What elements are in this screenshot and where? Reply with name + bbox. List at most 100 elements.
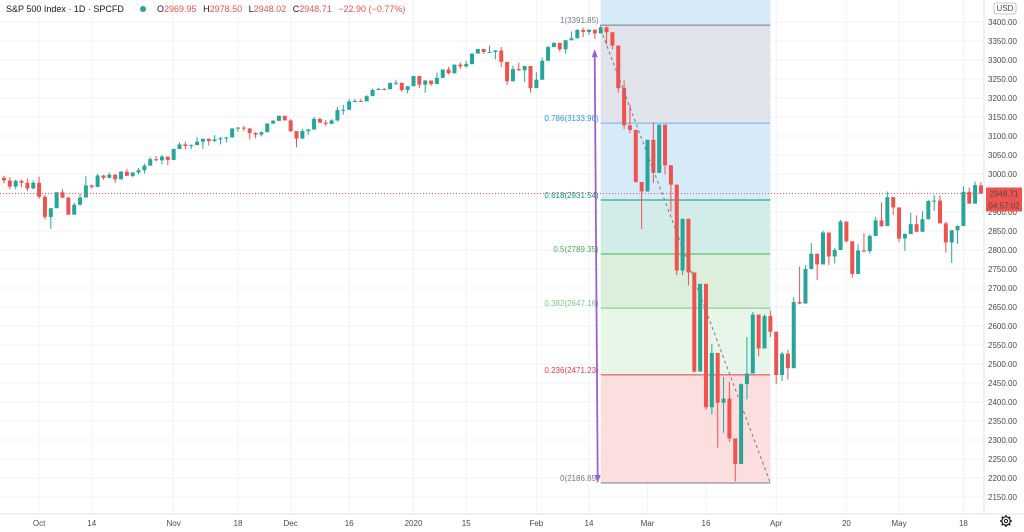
candle-body	[241, 127, 246, 129]
candle-body	[124, 171, 129, 176]
candle	[885, 191, 890, 227]
candle	[739, 383, 744, 464]
candle	[212, 135, 217, 143]
candle	[744, 337, 749, 400]
candle	[774, 331, 779, 385]
candle-body	[510, 69, 515, 82]
candle-body	[815, 253, 820, 265]
candle	[861, 233, 866, 253]
candle	[2, 175, 6, 184]
candle	[663, 124, 668, 175]
time-axis[interactable]: Oct 14 Nov 18 Dec 16 2020 15 Feb 14 Mar 16 Apr 20 May 1…	[0, 513, 1024, 532]
candle	[189, 144, 194, 150]
currency-badge[interactable]: USD	[993, 2, 1017, 15]
time-tick-label: Oct	[33, 519, 46, 528]
candle-body	[37, 182, 42, 197]
price-tick-label: 2550.00	[988, 341, 1017, 350]
fib-band	[600, 254, 771, 309]
low-label: L	[249, 4, 254, 14]
candle	[581, 27, 586, 38]
candle-body	[528, 66, 533, 89]
candle	[393, 80, 398, 86]
candle	[657, 124, 662, 173]
candle-body	[821, 232, 825, 265]
candle	[955, 225, 960, 244]
candle-body	[551, 42, 556, 48]
candle	[879, 202, 884, 227]
candle-body	[265, 123, 270, 133]
candle	[528, 66, 533, 93]
candle	[622, 80, 627, 130]
candle	[13, 179, 18, 190]
arrow-up-icon	[591, 49, 598, 58]
candle-body	[645, 139, 650, 192]
price-tick-label: 2250.00	[988, 455, 1017, 464]
fibonacci-retracement[interactable]: 1(3391.85) 0.786(3133.98) 0.618(2931.54) 0.…	[544, 0, 771, 484]
fib-level-label: 1(3391.85)	[560, 16, 599, 25]
candle-body	[938, 200, 942, 224]
candle-body	[879, 220, 884, 227]
price-tick-label: 2350.00	[988, 417, 1017, 426]
candle-body	[329, 120, 334, 124]
high-value: 2978.50	[210, 4, 243, 14]
candle	[645, 139, 650, 192]
price-tick-label: 2850.00	[988, 227, 1017, 236]
candle	[101, 174, 106, 180]
candle-body	[358, 101, 363, 103]
candle	[25, 178, 30, 192]
fib-level-label: 0.786(3133.98)	[544, 114, 599, 123]
candle	[48, 207, 53, 229]
candle	[908, 212, 913, 235]
candle	[493, 50, 498, 60]
candle	[481, 48, 486, 54]
candle	[867, 234, 872, 254]
price-tick-label: 3250.00	[988, 75, 1017, 84]
candle-body	[680, 218, 685, 271]
candle-body	[850, 241, 855, 274]
candle-body	[218, 138, 223, 140]
candle	[727, 381, 732, 442]
time-tick-label: 16	[345, 519, 354, 528]
time-tick-label: 18	[234, 519, 243, 528]
candle-body	[961, 191, 966, 227]
candle	[803, 265, 808, 304]
candle-body	[908, 224, 913, 235]
candle	[78, 193, 83, 206]
gear-icon[interactable]	[1000, 515, 1012, 527]
price-tick-label: 3400.00	[988, 18, 1017, 27]
candle-body	[709, 352, 714, 408]
candle	[897, 207, 902, 243]
time-tick-label: Apr	[770, 519, 783, 528]
candle-body	[557, 42, 562, 50]
candle	[148, 157, 153, 166]
candle-body	[200, 138, 205, 142]
symbol-legend[interactable]: S&P 500 Index · 1D · SPCFD O2969.95 H297…	[6, 4, 405, 14]
candle-body	[78, 197, 83, 205]
fib-band	[600, 308, 771, 375]
candle-body	[306, 129, 311, 132]
candle	[288, 119, 293, 133]
candle	[89, 184, 94, 189]
candle-body	[727, 398, 732, 439]
candle-body	[791, 302, 796, 369]
candle-body	[317, 118, 322, 123]
candle	[973, 181, 978, 204]
candle-body	[967, 191, 972, 204]
candle-body	[66, 197, 71, 215]
candle	[353, 98, 357, 103]
price-tick-label: 3050.00	[988, 151, 1017, 160]
candle-body	[2, 177, 6, 181]
fib-band	[600, 25, 771, 124]
candle	[674, 184, 679, 276]
candle-body	[780, 353, 785, 376]
price-tick-label: 2200.00	[988, 474, 1017, 483]
candle-body	[247, 128, 252, 133]
candle-body	[236, 127, 240, 129]
candle-body	[288, 120, 293, 132]
candle	[809, 243, 814, 269]
price-axis[interactable]: 2150.00 2200.00 2250.00 2300.00 2350.00 2400.…	[983, 0, 1024, 514]
candle	[733, 438, 738, 482]
candle-body	[230, 128, 235, 138]
candle	[850, 241, 855, 278]
